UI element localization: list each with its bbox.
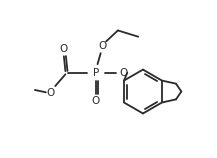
- Text: O: O: [98, 41, 106, 51]
- Text: O: O: [59, 44, 67, 54]
- Text: O: O: [119, 68, 128, 78]
- Text: P: P: [93, 68, 99, 78]
- Text: O: O: [46, 88, 55, 98]
- Text: O: O: [92, 96, 100, 106]
